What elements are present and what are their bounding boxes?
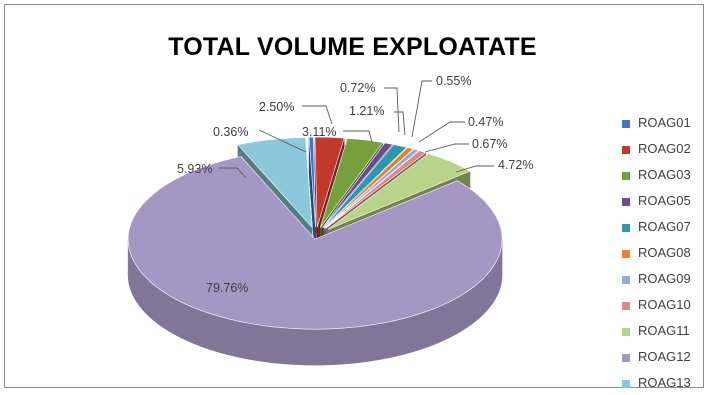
data-label-roag07: 1.21% — [349, 104, 384, 118]
leader-line — [384, 87, 400, 133]
legend-label: ROAG02 — [638, 141, 691, 156]
legend-item-roag08: ROAG08 — [622, 245, 710, 265]
data-label-roag09: 0.47% — [468, 115, 503, 129]
data-label-roag13: 5.93% — [177, 162, 212, 176]
legend-label: ROAG07 — [638, 219, 691, 234]
legend-swatch — [622, 146, 630, 154]
legend-item-roag13: ROAG13 — [622, 375, 710, 395]
legend-label: ROAG09 — [638, 271, 691, 286]
legend-item-roag05: ROAG05 — [622, 193, 710, 213]
data-label-roag10: 0.67% — [472, 137, 507, 151]
data-label-roag03: 3.11% — [302, 125, 337, 139]
data-label-roag02: 2.50% — [259, 100, 294, 114]
leader-line — [455, 165, 494, 173]
pie-slice-roag05 — [322, 142, 394, 228]
pie-slice-roag03 — [320, 138, 384, 228]
pie-slice-roag02 — [314, 136, 345, 228]
legend-swatch — [622, 224, 630, 232]
legend-label: ROAG11 — [638, 323, 690, 338]
data-label-roag08: 0.55% — [436, 74, 471, 88]
legend-label: ROAG03 — [638, 167, 691, 182]
leader-line — [343, 130, 373, 143]
legend-label: ROAG08 — [638, 245, 691, 260]
pie-slice-roag08 — [324, 147, 414, 229]
data-label-roag12: 79.76% — [206, 281, 248, 295]
legend-swatch — [622, 328, 630, 336]
data-label-roag11: 4.72% — [498, 158, 533, 172]
leader-line — [258, 129, 307, 153]
legend-swatch — [622, 120, 630, 128]
pie-slice-roag07 — [323, 144, 408, 229]
data-label-roag01: 0.36% — [213, 125, 248, 139]
leader-line — [302, 105, 333, 125]
leader-line — [418, 121, 465, 143]
pie-slice-roag13 — [237, 137, 313, 229]
legend-swatch — [622, 302, 630, 310]
pie-slice-roag01 — [308, 136, 316, 228]
legend-item-roag01: ROAG01 — [622, 115, 710, 135]
leader-line — [411, 80, 432, 138]
legend-label: ROAG10 — [638, 297, 691, 312]
legend-swatch — [622, 380, 630, 388]
legend-label: ROAG05 — [638, 193, 691, 208]
leader-line — [424, 143, 469, 153]
legend-label: ROAG13 — [638, 375, 691, 390]
legend-swatch — [622, 276, 630, 284]
legend-label: ROAG01 — [638, 115, 691, 130]
legend-label: ROAG12 — [638, 349, 691, 364]
legend-item-roag12: ROAG12 — [622, 349, 710, 369]
legend-item-roag09: ROAG09 — [622, 271, 710, 291]
legend-item-roag07: ROAG07 — [622, 219, 710, 239]
pie-slice-roag11 — [327, 153, 471, 230]
chart-title: TOTAL VOLUME EXPLOATATE — [168, 33, 537, 61]
leader-line — [394, 111, 406, 136]
legend-item-roag10: ROAG10 — [622, 297, 710, 317]
legend-item-roag03: ROAG03 — [622, 167, 710, 187]
legend-item-roag02: ROAG02 — [622, 141, 710, 161]
pie-slice-roag09 — [324, 148, 420, 229]
pie-slice-roag10 — [325, 150, 427, 229]
legend-swatch — [622, 354, 630, 362]
legend-swatch — [622, 172, 630, 180]
leader-line — [219, 167, 247, 179]
legend-swatch — [622, 198, 630, 206]
legend-swatch — [622, 250, 630, 258]
pie-slice-roag12 — [127, 156, 503, 330]
legend-item-roag11: ROAG11 — [622, 323, 710, 343]
data-label-roag05: 0.72% — [340, 81, 375, 95]
